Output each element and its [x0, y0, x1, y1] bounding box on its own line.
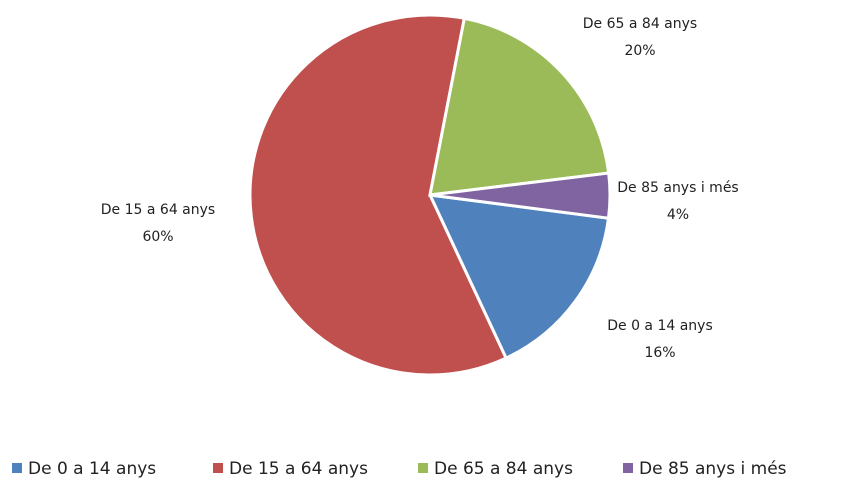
data-label-name: De 85 anys i més	[617, 180, 738, 196]
data-label-value: 60%	[142, 229, 173, 245]
pie-slice	[428, 16, 611, 197]
legend-label: De 85 anys i més	[639, 459, 787, 479]
pie-slice	[427, 193, 611, 361]
legend-swatch	[12, 463, 22, 473]
data-label-value: 16%	[644, 345, 675, 361]
legend-label: De 0 a 14 anys	[28, 459, 156, 479]
data-label-value: 4%	[667, 207, 689, 223]
pie-slice	[429, 171, 612, 220]
legend-swatch	[623, 463, 633, 473]
legend-label: De 15 a 64 anys	[229, 459, 368, 479]
legend-swatch	[418, 463, 428, 473]
data-label-name: De 0 a 14 anys	[607, 318, 713, 334]
data-label-name: De 65 a 84 anys	[583, 16, 697, 32]
data-label-value: 20%	[624, 43, 655, 59]
pie-slice	[248, 13, 509, 377]
legend-swatch	[213, 463, 223, 473]
legend-label: De 65 a 84 anys	[434, 459, 573, 479]
data-label-name: De 15 a 64 anys	[101, 202, 215, 218]
